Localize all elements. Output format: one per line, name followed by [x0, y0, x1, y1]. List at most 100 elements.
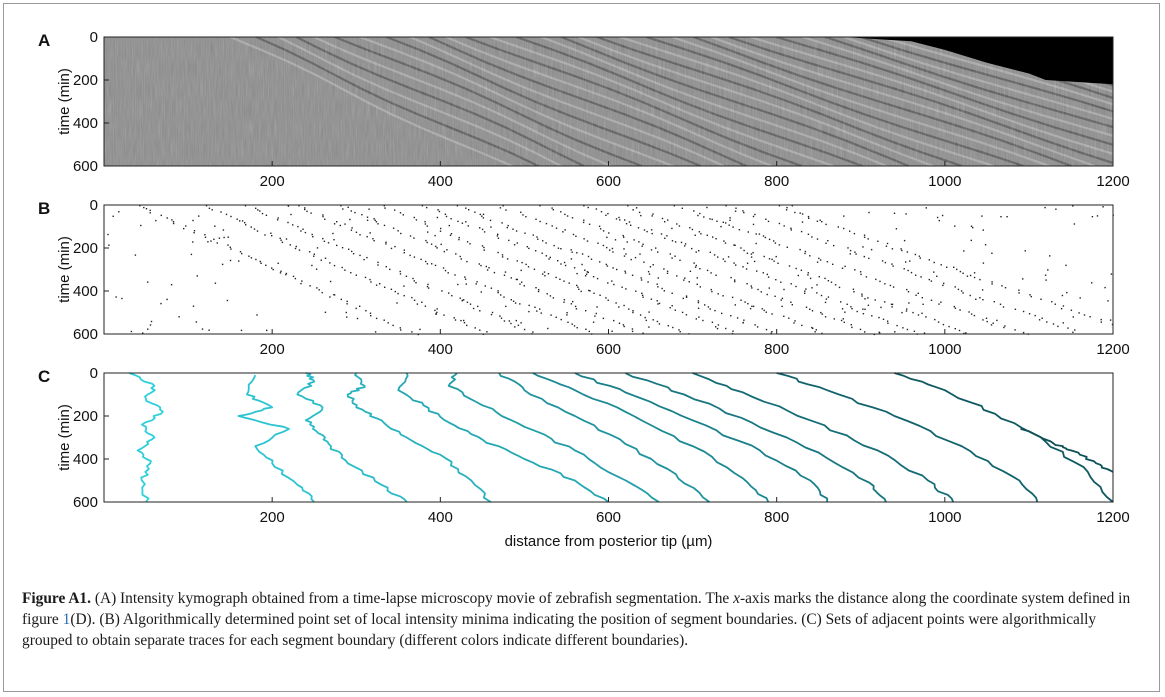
minima-point — [717, 293, 719, 295]
minima-point — [384, 207, 386, 209]
y-tick-label: 0 — [90, 29, 98, 46]
noise-point — [440, 243, 442, 246]
minima-point — [693, 210, 695, 212]
noise-point — [366, 219, 369, 221]
noise-point — [963, 250, 965, 252]
noise-point — [356, 317, 359, 320]
minima-point — [443, 250, 445, 253]
noise-point — [223, 236, 225, 239]
minima-point — [341, 266, 343, 269]
minima-point — [336, 244, 338, 247]
minima-point — [339, 224, 341, 227]
minima-point — [460, 319, 462, 322]
noise-point — [160, 302, 162, 305]
minima-point — [230, 248, 232, 250]
minima-point — [793, 322, 795, 324]
minima-point — [774, 242, 777, 244]
minima-point — [544, 275, 546, 277]
noise-point — [938, 219, 940, 222]
minima-point — [704, 304, 706, 306]
minima-point — [520, 211, 522, 213]
noise-point — [572, 300, 574, 303]
minima-point — [476, 281, 478, 283]
boundary-trace-7 — [498, 372, 710, 503]
x-tick-label: 1000 — [928, 173, 961, 190]
noise-point — [435, 312, 437, 315]
minima-point — [383, 224, 386, 227]
minima-point — [1057, 325, 1059, 328]
minima-point — [499, 315, 501, 317]
minima-point — [625, 223, 628, 225]
noise-point — [1066, 291, 1068, 294]
minima-point — [248, 255, 250, 257]
minima-point — [691, 228, 694, 231]
noise-point — [195, 321, 198, 323]
minima-point — [484, 285, 486, 287]
minima-point — [824, 316, 827, 318]
minima-point — [297, 225, 299, 228]
minima-point — [458, 236, 460, 239]
minima-point — [765, 218, 767, 220]
y-tick-label: 0 — [90, 365, 98, 382]
minima-point — [369, 312, 372, 314]
minima-point — [448, 292, 450, 294]
minima-point — [244, 222, 246, 224]
minima-point — [372, 238, 374, 240]
kymograph-image — [104, 37, 1113, 166]
minima-point — [1002, 306, 1005, 308]
minima-point — [965, 332, 967, 334]
minima-point — [437, 209, 439, 211]
noise-point — [648, 326, 650, 328]
minima-point — [475, 283, 477, 285]
minima-point — [469, 243, 471, 245]
minima-point — [320, 259, 322, 261]
minima-point — [436, 308, 438, 310]
noise-point — [134, 254, 137, 256]
noise-point — [147, 328, 149, 330]
minima-point — [464, 278, 467, 280]
minima-point — [859, 271, 862, 273]
noise-point — [816, 261, 819, 263]
noise-point — [657, 303, 659, 305]
minima-point — [930, 299, 933, 301]
figure-reference-link[interactable]: 1 — [62, 611, 71, 628]
minima-point — [482, 213, 485, 215]
minima-point — [444, 213, 447, 215]
boundary-trace-5 — [397, 372, 610, 503]
minima-point — [666, 272, 669, 274]
minima-point — [285, 273, 287, 276]
minima-point — [628, 221, 631, 223]
minima-point — [464, 276, 466, 278]
minima-point — [699, 212, 701, 215]
minima-point — [671, 292, 673, 294]
minima-point — [679, 259, 681, 261]
minima-point — [743, 319, 745, 321]
minima-point — [1041, 317, 1043, 319]
noise-point — [645, 319, 647, 322]
minima-point — [327, 242, 330, 244]
minima-point — [583, 219, 585, 221]
minima-point — [399, 273, 402, 275]
minima-point — [715, 238, 717, 240]
caption-part2: -axis marks the distance along the coord… — [22, 590, 1131, 628]
minima-point — [421, 205, 424, 207]
minima-point — [637, 227, 640, 229]
minima-point — [359, 254, 361, 257]
minima-point — [230, 215, 232, 218]
minima-point — [661, 287, 663, 290]
minima-point — [566, 215, 569, 217]
minima-point — [959, 309, 961, 311]
minima-point — [436, 311, 438, 314]
minima-point — [171, 219, 173, 221]
noise-point — [547, 273, 550, 275]
minima-point — [940, 264, 942, 266]
minima-point — [1083, 314, 1086, 316]
minima-point — [906, 288, 908, 291]
minima-point — [355, 274, 357, 276]
noise-point — [894, 331, 896, 333]
minima-point — [623, 304, 625, 307]
minima-point — [694, 266, 697, 268]
minima-point — [583, 205, 585, 207]
noise-point — [895, 228, 898, 230]
minima-point — [794, 211, 796, 214]
